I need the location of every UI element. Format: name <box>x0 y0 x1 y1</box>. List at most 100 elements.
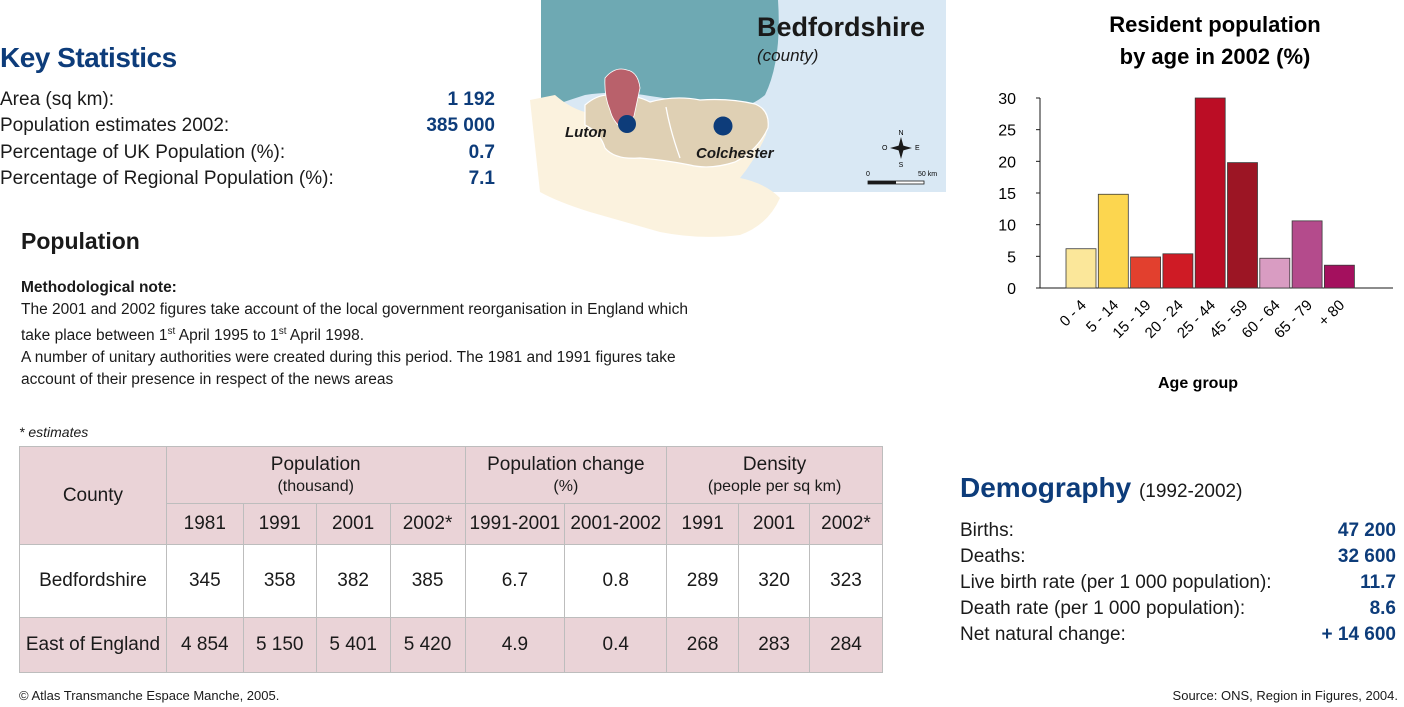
stat-label: Percentage of Regional Population (%): <box>0 168 334 189</box>
note-line: take place between 1st April 1995 to 1st… <box>21 321 781 347</box>
table-cell: 6.7 <box>464 544 566 618</box>
map-scale-bar: 0 50 km <box>866 171 937 185</box>
group-header-population: Population (thousand) <box>165 446 466 504</box>
population-title: Population <box>21 228 140 254</box>
demography-row: Births: 47 200 <box>960 520 1396 542</box>
stat-value: 0.7 <box>468 142 495 163</box>
group-title: Density <box>742 454 807 475</box>
y-tick-label: 5 <box>1007 249 1016 266</box>
note-text: take place between 1 <box>21 327 168 345</box>
bar-25-44 <box>1194 97 1226 289</box>
demography-label: Deaths: <box>960 546 1026 567</box>
chart-title-line1: Resident population <box>1109 12 1320 37</box>
note-text: April 1995 to 1 <box>175 327 279 345</box>
group-header-change: Population change (%) <box>464 446 668 504</box>
table-row: East of England 4 854 5 150 5 401 5 420 … <box>19 617 883 673</box>
year-header: 2002* <box>389 503 466 545</box>
methodological-note: Methodological note: The 2001 and 2002 f… <box>21 277 781 391</box>
year-header: 1981 <box>165 503 244 545</box>
table-cell: 320 <box>738 544 810 618</box>
table-cell: 345 <box>165 544 244 618</box>
table-cell: 385 <box>389 544 466 618</box>
table-cell: 283 <box>738 617 810 673</box>
location-map: Luton Colchester N S E O 0 50 km <box>530 0 946 237</box>
copyright-note: © Atlas Transmanche Espace Manche, 2005. <box>19 688 280 703</box>
stat-value: 7.1 <box>468 168 495 189</box>
y-tick-label: 0 <box>1007 281 1016 298</box>
demography-label: Net natural change: <box>960 624 1126 645</box>
demography-value: + 14 600 <box>1321 624 1397 645</box>
note-line: account of their presence in respect of … <box>21 371 394 389</box>
note-line: The 2001 and 2002 figures take account o… <box>21 301 688 318</box>
bar-15-19 <box>1130 256 1162 289</box>
year-header: 2002* <box>809 503 883 545</box>
table-cell: 5 401 <box>315 617 391 673</box>
group-sub: (%) <box>553 478 579 495</box>
note-sup: st <box>278 326 287 337</box>
compass-rose-icon: N S E O <box>882 130 920 169</box>
stat-label: Percentage of UK Population (%): <box>0 142 286 163</box>
year-header: 1991-2001 <box>464 503 566 545</box>
y-tick-label: 30 <box>998 91 1016 108</box>
colchester-dot <box>713 116 733 136</box>
table-cell: 289 <box>666 544 740 618</box>
group-sub: (people per sq km) <box>707 478 842 495</box>
demography-label: Births: <box>960 520 1014 541</box>
table-header-row: County Population (thousand) Population c… <box>19 446 883 545</box>
demography-row: Death rate (per 1 000 population): 8.6 <box>960 598 1396 620</box>
group-title: Population <box>270 454 361 475</box>
map-subtitle: (county) <box>757 46 819 65</box>
county-cell: Bedfordshire <box>19 544 167 618</box>
stat-value: 1 192 <box>447 89 495 110</box>
scale-start: 0 <box>866 171 870 178</box>
stat-row-regional-percentage: Percentage of Regional Population (%): 7… <box>0 168 495 190</box>
compass-n: N <box>898 130 903 137</box>
y-tick-label: 25 <box>998 123 1016 140</box>
map-boundary <box>665 106 681 159</box>
bar-60-64 <box>1259 257 1291 289</box>
demography-row: Net natural change: + 14 600 <box>960 624 1396 646</box>
y-tick-label: 20 <box>998 154 1016 171</box>
demography-heading: Demography <box>960 472 1132 503</box>
x-tick-label: + 80 <box>1315 297 1348 330</box>
stat-row-uk-percentage: Percentage of UK Population (%): 0.7 <box>0 142 495 164</box>
group-header-density: Density (people per sq km) <box>666 446 883 504</box>
table-cell: 323 <box>809 544 883 618</box>
estimates-note: * estimates <box>19 424 89 440</box>
map-bedfordshire <box>604 68 641 129</box>
source-note: Source: ONS, Region in Figures, 2004. <box>1172 688 1398 703</box>
demography-title: Demography (1992-2002) <box>960 472 1242 504</box>
table-cell: 0.8 <box>564 544 668 618</box>
bar-0-4 <box>1065 248 1097 289</box>
demography-period: (1992-2002) <box>1138 481 1243 502</box>
bar-80 <box>1323 264 1355 289</box>
county-cell: East of England <box>19 617 167 673</box>
chart-title-line2: by age in 2002 (%) <box>1120 44 1311 69</box>
table-row: Bedfordshire 345 358 382 385 6.7 0.8 289… <box>19 544 883 618</box>
table-cell: 284 <box>809 617 883 673</box>
compass-e: E <box>915 145 920 152</box>
map-title: Bedfordshire <box>757 12 926 42</box>
map-label-colchester: Colchester <box>696 145 775 162</box>
demography-row: Live birth rate (per 1 000 population): … <box>960 572 1396 594</box>
x-axis-label: Age group <box>1158 375 1238 392</box>
demography-value: 47 200 <box>1337 520 1396 541</box>
y-tick-label: 15 <box>998 186 1016 203</box>
note-heading: Methodological note: <box>21 279 177 296</box>
luton-dot <box>618 115 636 133</box>
age-bar-chart: Resident population by age in 2002 (%) A… <box>998 12 1393 392</box>
demography-label: Death rate (per 1 000 population): <box>960 598 1246 619</box>
note-text: April 1998. <box>286 327 365 345</box>
population-table: County Population (thousand) Population c… <box>19 446 883 673</box>
table-cell: 5 420 <box>389 617 466 673</box>
county-header: County <box>19 446 167 545</box>
demography-value: 32 600 <box>1337 546 1396 567</box>
y-tick-label: 10 <box>998 218 1016 235</box>
map-label-luton: Luton <box>565 124 607 141</box>
bar-5-14 <box>1097 193 1129 289</box>
demography-label: Live birth rate (per 1 000 population): <box>960 572 1272 593</box>
stat-value: 385 000 <box>426 115 495 136</box>
bar-20-24 <box>1162 253 1194 289</box>
table-cell: 358 <box>242 544 317 618</box>
